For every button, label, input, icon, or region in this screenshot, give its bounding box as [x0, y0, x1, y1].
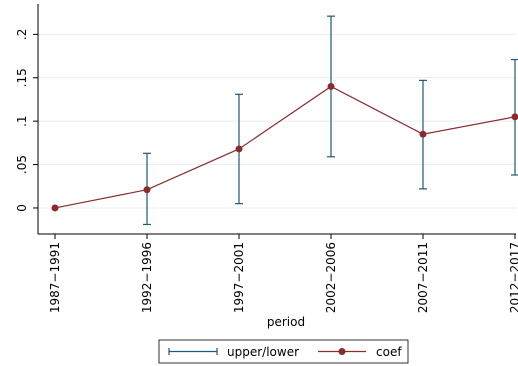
x-tick-label: 2002−2006	[324, 242, 338, 313]
x-tick-label: 2007−2011	[416, 242, 430, 313]
y-ticks: 0 .05 .1 .15 .2	[15, 29, 38, 212]
legend-label-coef: coef	[376, 345, 402, 359]
y-tick-label: .15	[15, 68, 29, 87]
data-point	[511, 113, 518, 121]
y-tick-label: .1	[15, 115, 29, 126]
series	[51, 82, 518, 212]
data-point	[51, 204, 59, 212]
x-ticks: 1987−1991 1992−1996 1997−2001 2002−2006 2007…	[48, 234, 518, 313]
y-tick-label: .2	[15, 29, 29, 40]
series-line-coef	[54, 85, 516, 209]
legend-label-errorbar: upper/lower	[227, 345, 299, 359]
data-point	[327, 82, 335, 90]
y-tick-label: 0	[15, 204, 29, 212]
data-point	[235, 145, 243, 153]
data-point	[419, 130, 427, 138]
plot-background	[38, 4, 516, 234]
y-tick-label: .05	[15, 155, 29, 174]
x-tick-label: 1987−1991	[48, 242, 62, 313]
data-point	[143, 186, 151, 194]
x-tick-label: 2012−2017	[508, 242, 518, 313]
legend-swatch-coef-marker	[338, 348, 346, 355]
x-tick-label: 1992−1996	[140, 242, 154, 313]
grid-lines	[38, 33, 516, 209]
x-axis-title: period	[267, 315, 305, 329]
legend-box	[158, 339, 409, 364]
legend: upper/lower coef	[158, 339, 409, 364]
x-tick-label: 1997−2001	[232, 242, 246, 313]
